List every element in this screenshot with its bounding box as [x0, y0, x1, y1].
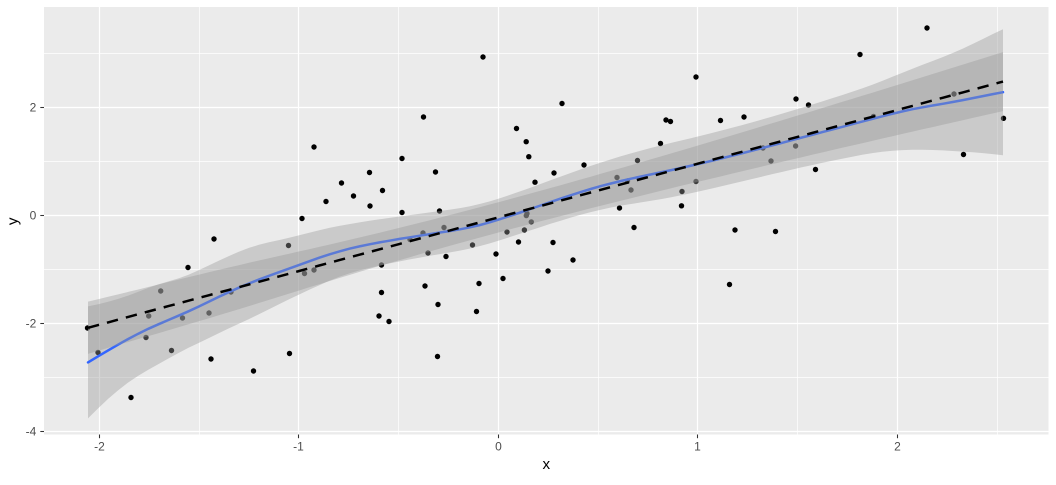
svg-text:-2: -2 — [26, 317, 37, 331]
svg-text:-4: -4 — [26, 425, 37, 439]
svg-text:-2: -2 — [94, 439, 105, 453]
svg-text:x: x — [543, 456, 551, 473]
svg-text:2: 2 — [30, 101, 37, 115]
svg-text:0: 0 — [495, 439, 502, 453]
svg-text:1: 1 — [694, 439, 701, 453]
svg-text:2: 2 — [894, 439, 901, 453]
svg-text:y: y — [4, 217, 21, 225]
svg-text:0: 0 — [30, 209, 37, 223]
svg-text:-1: -1 — [293, 439, 304, 453]
